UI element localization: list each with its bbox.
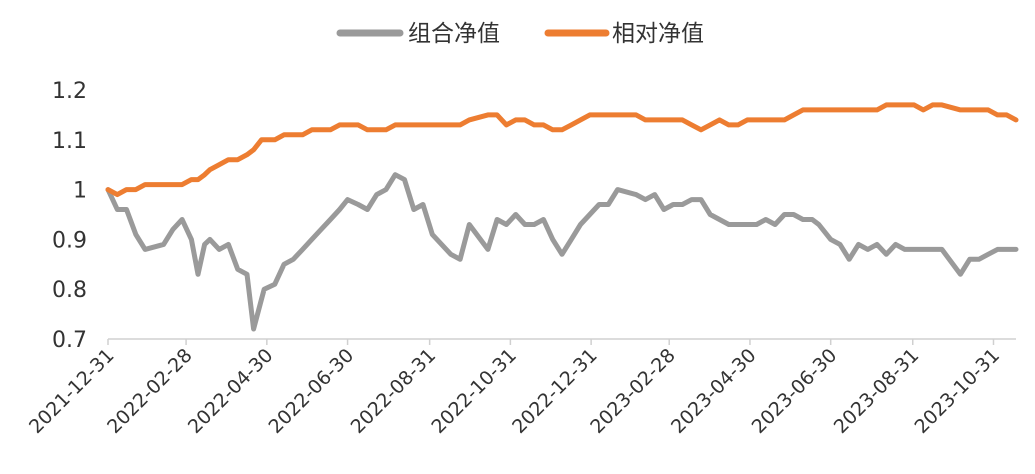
- x-tick-label: 2023-06-30: [748, 344, 842, 438]
- legend-label-relative-nav: 相对净值: [612, 21, 704, 47]
- y-tick-label: 0.8: [52, 278, 87, 303]
- y-tick-label: 1.2: [52, 79, 87, 104]
- plot-area: [105, 102, 1019, 332]
- x-tick-label: 2023-10-31: [910, 344, 1004, 438]
- x-tick-label: 2022-06-30: [265, 344, 359, 438]
- x-tick-label: 2023-08-31: [830, 344, 924, 438]
- x-tick-label: 2022-08-31: [347, 344, 441, 438]
- series-line-relative-nav: [105, 102, 1019, 198]
- legend: 组合净值 相对净值: [336, 21, 704, 47]
- y-tick-label: 0.7: [52, 328, 87, 353]
- y-tick-label: 0.9: [52, 228, 87, 253]
- x-axis: 2021-12-312022-02-282022-04-302022-06-30…: [25, 339, 1004, 438]
- y-tick-label: 1.1: [52, 129, 87, 154]
- legend-label-portfolio-nav: 组合净值: [408, 21, 500, 47]
- legend-item-portfolio-nav: 组合净值: [336, 21, 500, 47]
- y-tick-label: 1: [73, 179, 87, 204]
- series-line-portfolio-nav: [105, 172, 1019, 332]
- y-axis: 0.7 0.8 0.9 1 1.1 1.2: [52, 79, 87, 353]
- x-tick-label: 2022-02-28: [103, 344, 197, 438]
- x-tick-label: 2022-10-31: [427, 344, 521, 438]
- x-tick-label: 2023-04-30: [667, 344, 761, 438]
- legend-item-relative-nav: 相对净值: [544, 21, 704, 47]
- x-tick-label: 2022-04-30: [184, 344, 278, 438]
- x-tick-label: 2023-02-28: [586, 344, 680, 438]
